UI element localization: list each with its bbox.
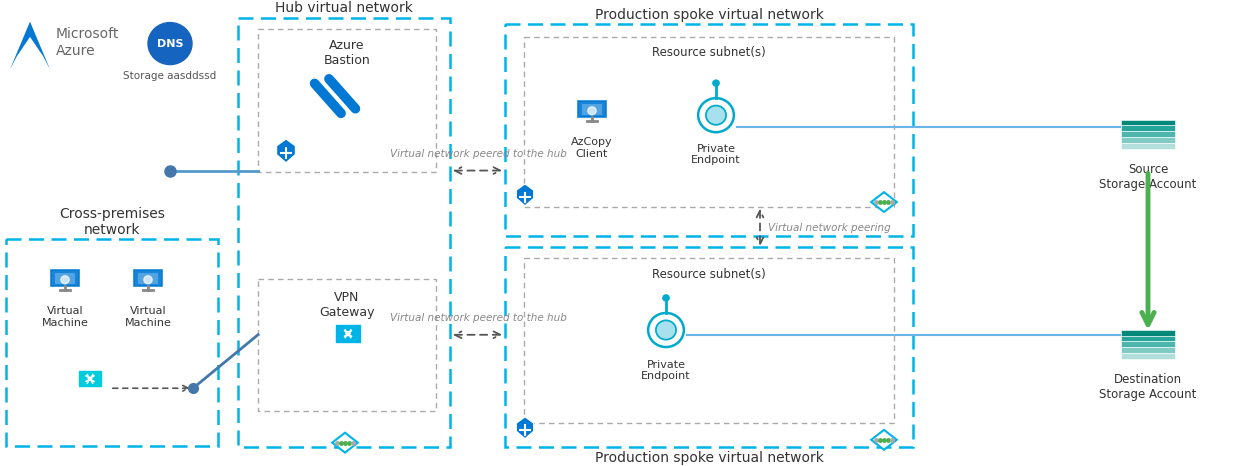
Bar (524, 37, 894, 207)
Circle shape (713, 80, 719, 86)
Polygon shape (871, 430, 897, 450)
Circle shape (61, 276, 69, 284)
Bar (335, 325, 361, 342)
Bar (1121, 347, 1174, 353)
Bar (1121, 125, 1174, 131)
Text: Destination
Storage Account: Destination Storage Account (1099, 373, 1196, 401)
Bar (1121, 143, 1174, 149)
Circle shape (588, 107, 596, 115)
Circle shape (143, 276, 152, 284)
Bar (1121, 329, 1174, 336)
Text: Private
Endpoint: Private Endpoint (691, 144, 740, 165)
Bar (135, 270, 162, 286)
Text: Hub virtual network: Hub virtual network (276, 1, 413, 15)
Bar (137, 273, 158, 284)
Bar (1121, 353, 1174, 359)
Text: Virtual
Machine: Virtual Machine (125, 306, 172, 328)
Text: Microsoft
Azure: Microsoft Azure (56, 27, 120, 57)
Bar (52, 270, 79, 286)
Text: Production spoke virtual network: Production spoke virtual network (595, 451, 823, 465)
Text: DNS: DNS (157, 39, 183, 48)
Polygon shape (332, 433, 357, 452)
Bar (1121, 120, 1174, 125)
Bar (1121, 131, 1174, 137)
Text: Virtual network peering: Virtual network peering (768, 223, 891, 233)
Text: Virtual network peered to the hub: Virtual network peered to the hub (389, 313, 566, 323)
Bar (582, 103, 602, 115)
Circle shape (706, 106, 726, 125)
Bar (1121, 137, 1174, 143)
Polygon shape (517, 184, 534, 206)
Bar (1121, 336, 1174, 342)
Text: Production spoke virtual network: Production spoke virtual network (595, 7, 823, 21)
Bar (79, 371, 101, 386)
Bar (239, 18, 450, 447)
Polygon shape (871, 192, 897, 212)
Text: Virtual network peered to the hub: Virtual network peered to the hub (389, 149, 566, 159)
Bar (258, 280, 436, 411)
Bar (1121, 342, 1174, 347)
Circle shape (656, 321, 676, 340)
Text: Cross-premises
network: Cross-premises network (59, 207, 164, 237)
Bar (578, 101, 606, 117)
Text: Resource subnet(s): Resource subnet(s) (653, 268, 766, 281)
Text: Virtual
Machine: Virtual Machine (42, 306, 89, 328)
Polygon shape (517, 417, 534, 439)
Text: AzCopy
Client: AzCopy Client (571, 137, 613, 159)
Circle shape (698, 98, 734, 132)
Bar (54, 273, 75, 284)
Polygon shape (10, 21, 49, 69)
Text: Source
Storage Account: Source Storage Account (1099, 163, 1196, 191)
Bar (506, 25, 913, 236)
Bar (258, 29, 436, 172)
Circle shape (148, 22, 192, 65)
Polygon shape (277, 139, 295, 163)
Circle shape (662, 295, 669, 301)
Text: Azure
Bastion: Azure Bastion (324, 39, 371, 67)
Bar (6, 240, 218, 445)
Text: VPN
Gateway: VPN Gateway (319, 291, 375, 319)
Text: Private
Endpoint: Private Endpoint (641, 360, 691, 381)
Bar (506, 247, 913, 447)
Bar (524, 258, 894, 423)
Text: Storage aasddssd: Storage aasddssd (124, 71, 216, 81)
Circle shape (648, 313, 684, 347)
Text: Resource subnet(s): Resource subnet(s) (653, 47, 766, 60)
